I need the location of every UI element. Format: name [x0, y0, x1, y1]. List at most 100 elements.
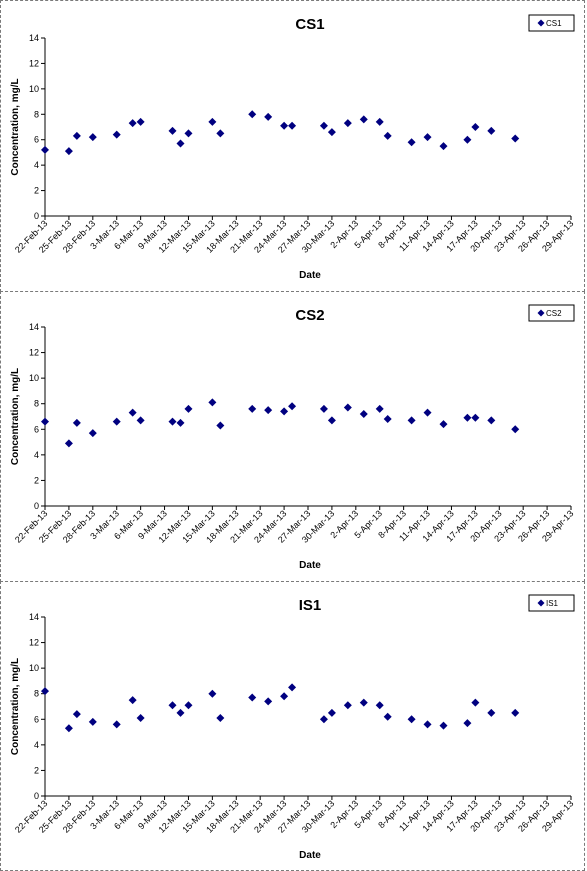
data-point: [487, 708, 496, 717]
y-tick-label: 12: [29, 638, 39, 648]
data-point: [375, 404, 384, 413]
data-point: [327, 416, 336, 425]
data-point: [511, 425, 520, 434]
data-point: [136, 714, 145, 723]
data-point: [208, 398, 217, 407]
data-point: [463, 413, 472, 422]
data-point: [248, 404, 257, 413]
data-point: [319, 715, 328, 724]
data-point: [216, 714, 225, 723]
chart-title: IS1: [299, 597, 322, 614]
data-point: [184, 129, 193, 138]
legend: CS1: [528, 14, 575, 32]
data-point: [423, 133, 432, 142]
data-point: [471, 413, 480, 422]
data-point: [487, 126, 496, 135]
data-point: [168, 417, 177, 426]
data-point: [471, 123, 480, 131]
chart-svg-cs2: CS20246810121422-Feb-1325-Feb-1328-Feb-1…: [10, 304, 575, 571]
legend-marker: [537, 599, 545, 607]
y-tick-label: 2: [34, 765, 39, 775]
data-point: [439, 721, 448, 730]
data-point: [128, 408, 137, 417]
data-point: [128, 119, 137, 128]
legend-marker: [537, 19, 545, 27]
data-point: [359, 115, 368, 124]
x-axis-label: Date: [299, 560, 321, 571]
data-point: [64, 439, 73, 448]
x-axis-label: Date: [299, 850, 321, 861]
data-point: [511, 134, 520, 143]
data-point: [343, 701, 352, 710]
data-point: [128, 696, 137, 705]
data-point: [423, 720, 432, 729]
chart-title: CS1: [295, 16, 324, 33]
data-point: [383, 131, 392, 140]
data-point: [359, 409, 368, 418]
data-point: [41, 145, 49, 154]
data-point: [343, 403, 352, 412]
y-tick-label: 8: [34, 399, 39, 409]
data-point: [112, 417, 121, 426]
legend: IS1: [528, 594, 575, 612]
y-tick-label: 0: [34, 791, 39, 801]
data-point: [72, 418, 81, 427]
y-axis-label: Concentration, mg/L: [10, 78, 21, 175]
data-point: [184, 701, 193, 710]
chart-panel-cs1: CS1 0 2 4 6 8 10 12 14 22-Feb-13 25-Feb-13 28-Feb-1…: [0, 0, 585, 292]
data-point: [280, 692, 289, 701]
y-tick-label: 8: [34, 689, 39, 699]
data-point: [88, 717, 97, 726]
data-point: [41, 687, 49, 696]
data-point: [248, 693, 257, 702]
data-point: [383, 415, 392, 424]
legend-marker: [537, 309, 545, 317]
chart-title: CS2: [295, 307, 324, 324]
data-point: [288, 121, 297, 130]
data-point: [88, 133, 97, 142]
y-tick-label: 14: [29, 33, 39, 43]
data-point: [407, 416, 416, 425]
y-tick-label: 6: [34, 424, 39, 434]
chart-svg-is1: IS10246810121422-Feb-1325-Feb-1328-Feb-1…: [10, 594, 575, 861]
data-point: [264, 406, 273, 415]
data-point: [72, 131, 81, 140]
y-tick-label: 12: [29, 348, 39, 358]
y-axis-label: Concentration, mg/L: [10, 658, 21, 755]
y-tick-label: 4: [34, 450, 39, 460]
data-point: [288, 402, 297, 411]
data-point: [216, 129, 225, 138]
data-point: [439, 142, 448, 151]
y-tick-label: 12: [29, 58, 39, 68]
data-point: [511, 708, 520, 717]
chart-svg-cs1: CS10246810121422-Feb-1325-Feb-1328-Feb-1…: [10, 14, 575, 281]
y-tick-label: 10: [29, 84, 39, 94]
data-point: [327, 708, 336, 717]
data-point: [264, 697, 273, 706]
data-point: [64, 147, 73, 156]
data-point: [471, 698, 480, 707]
data-point: [176, 708, 185, 717]
data-point: [280, 121, 289, 130]
data-point: [343, 119, 352, 128]
data-point: [168, 126, 177, 135]
data-point: [319, 121, 328, 130]
data-point: [208, 689, 217, 698]
data-point: [487, 416, 496, 425]
data-point: [136, 416, 145, 425]
data-point: [407, 715, 416, 724]
chart-panel-cs2: CS2 0 2 4 6 8 10 12 14 22-Feb-13 25-Feb-13 28-Feb-1…: [0, 291, 585, 582]
data-point: [72, 710, 81, 719]
y-tick-label: 6: [34, 135, 39, 145]
data-point: [288, 683, 297, 692]
legend-label: CS2: [546, 309, 562, 318]
data-point: [383, 712, 392, 721]
data-point: [439, 420, 448, 429]
data-point: [112, 130, 121, 139]
y-tick-label: 14: [29, 322, 39, 332]
data-point: [176, 418, 185, 427]
data-point: [64, 724, 73, 733]
y-tick-label: 10: [29, 663, 39, 673]
data-point: [327, 128, 336, 137]
